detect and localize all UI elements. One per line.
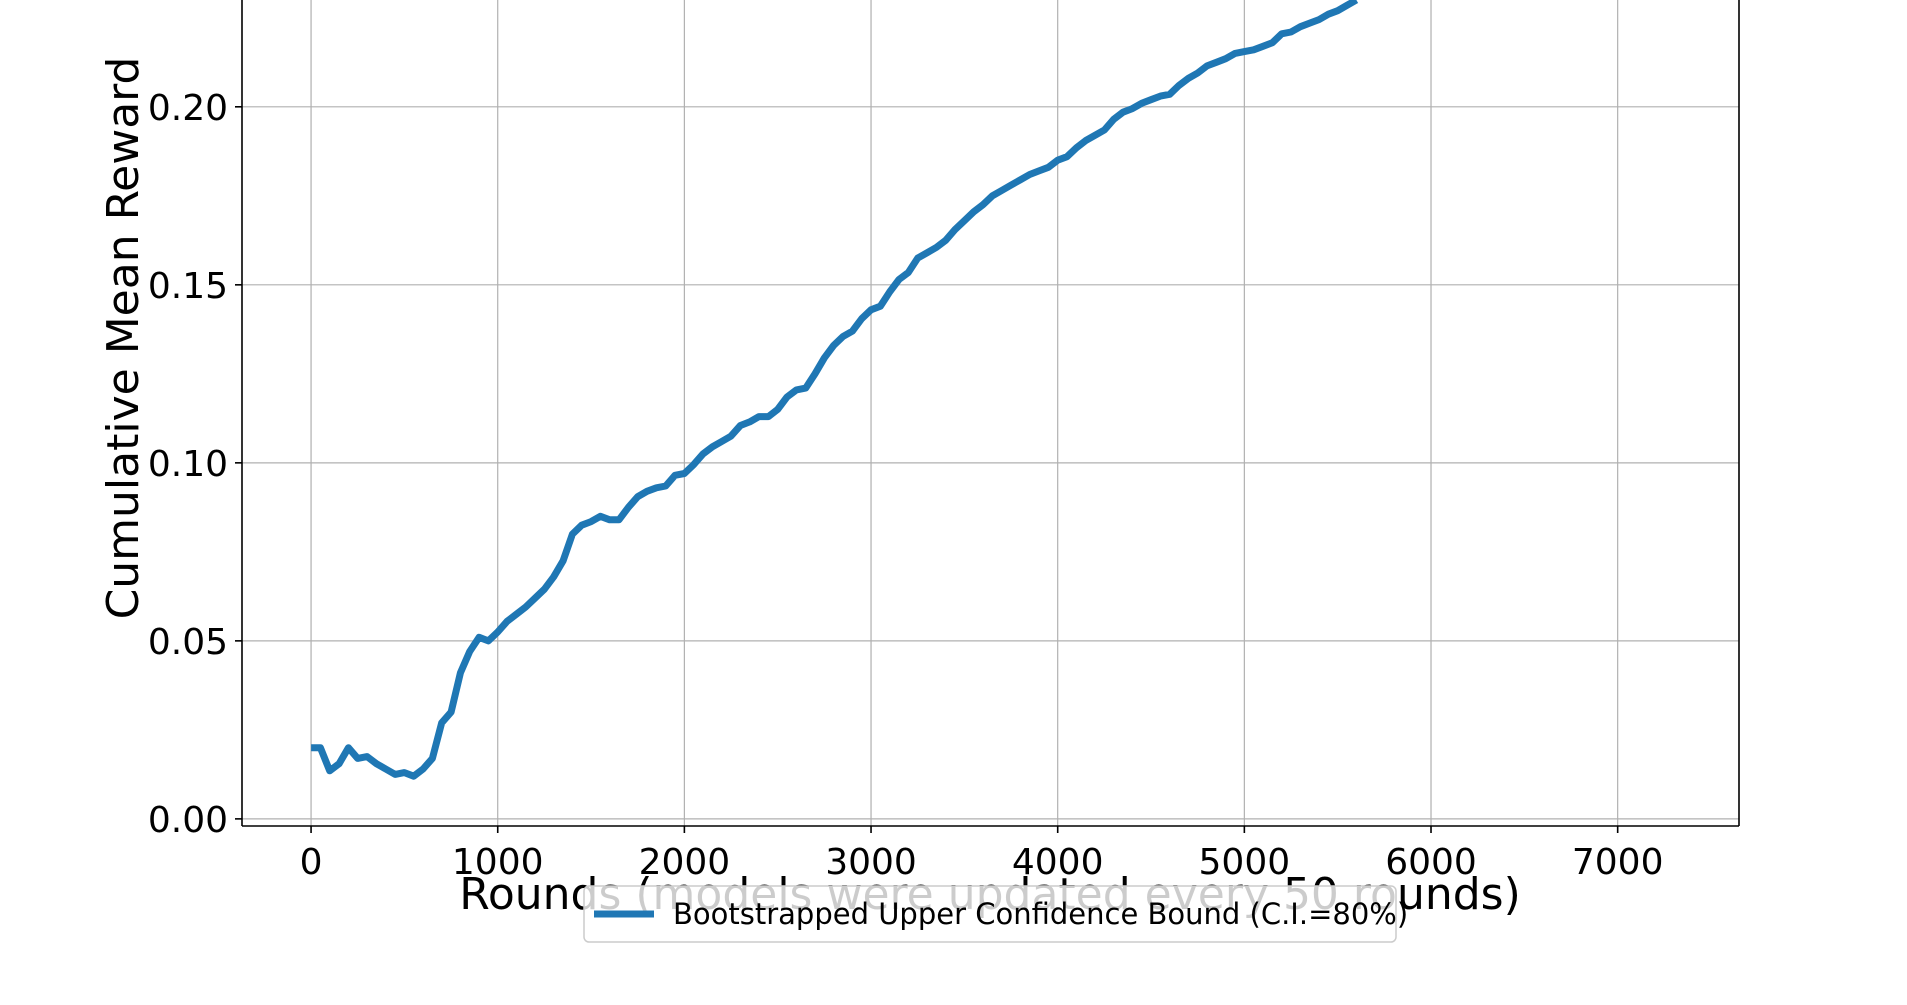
x-axis-ticks: 0 1000 2000 3000 4000 5000 6000 7000	[300, 826, 1664, 883]
x-tick-label: 6000	[1385, 842, 1477, 883]
legend-box	[583, 885, 1397, 943]
y-axis-ticks: 0.00 0.05 0.10 0.15 0.20	[148, 88, 242, 841]
y-axis-label: Cumulative Mean Reward	[98, 57, 149, 620]
y-tick-label: 0.15	[148, 266, 228, 307]
x-tick-label: 1000	[452, 842, 544, 883]
plot-area	[242, 0, 1739, 826]
x-tick-label: 0	[300, 842, 323, 883]
legend: Bootstrapped Upper Confidence Bound (C.I…	[583, 885, 1408, 943]
legend-label-bucb: Bootstrapped Upper Confidence Bound (C.I…	[673, 897, 1408, 931]
y-tick-label: 0.00	[148, 800, 228, 841]
gridlines	[242, 0, 1739, 826]
x-tick-label: 3000	[825, 842, 917, 883]
series-group	[311, 0, 1359, 780]
series-line-bucb	[311, 0, 1359, 780]
x-tick-label: 5000	[1199, 842, 1291, 883]
y-tick-label: 0.10	[148, 444, 228, 485]
x-tick-label: 7000	[1572, 842, 1664, 883]
x-tick-label: 4000	[1012, 842, 1104, 883]
axes-frame	[241, 0, 1740, 827]
x-tick-label: 2000	[639, 842, 731, 883]
y-tick-label: 0.05	[148, 622, 228, 663]
y-tick-label: 0.20	[148, 88, 228, 129]
